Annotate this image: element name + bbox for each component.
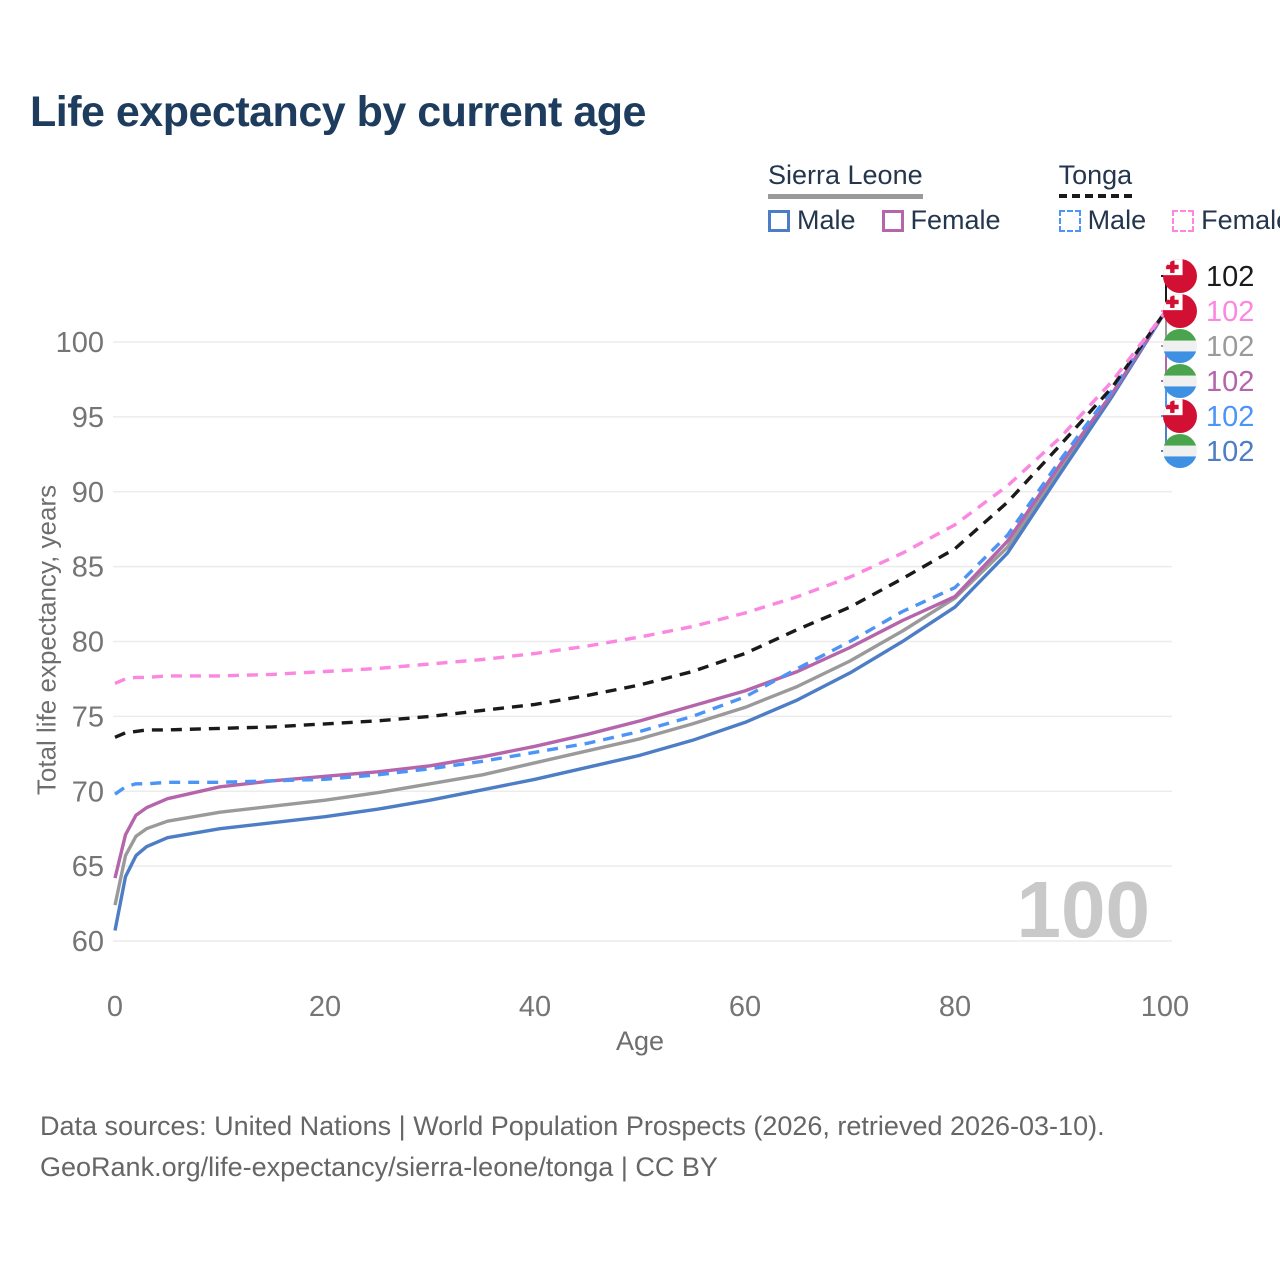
y-tick-label: 80 [72,627,104,659]
legend-label-tonga-female: Female [1201,205,1280,235]
footer-data-sources: Data sources: United Nations | World Pop… [40,1111,1105,1141]
sierra-leone-female-swatch-icon [881,209,904,232]
legend-label-sierra-leone-female: Female [910,205,1001,235]
x-tick-label: 40 [519,991,551,1023]
legend-label-sierra-leone-male: Male [797,205,856,235]
footer: Data sources: United Nations | World Pop… [40,1106,1105,1188]
end-label-value: 102 [1206,366,1254,398]
flag-icon-tonga [1163,259,1197,293]
legend-label-tonga-male: Male [1087,205,1147,235]
end-label-value: 102 [1206,331,1254,363]
flag-icon-sierra-leone [1163,329,1197,363]
x-tick-label: 0 [107,991,123,1023]
series-line-tonga-female[interactable] [114,311,1167,685]
page-title: Life expectancy by current age [30,88,646,136]
x-tick-label: 60 [729,991,761,1023]
y-tick-label: 65 [72,851,104,883]
y-axis-title: Total life expectancy, years [31,484,62,796]
flag-icon-tonga [1163,399,1197,433]
age-counter-watermark: 100 [1016,865,1150,954]
y-tick-label: 60 [72,926,104,958]
legend-item-tonga-male[interactable]: Male [1058,205,1147,236]
y-tick-label: 85 [72,552,104,584]
footer-attribution: GeoRank.org/life-expectancy/sierra-leone… [40,1152,718,1182]
series-line-sierra-leone-male[interactable] [113,311,1167,931]
x-tick-label: 80 [939,991,971,1023]
legend: Sierra Leone Male Female Tonga M [768,160,1280,236]
legend-group-sierra-leone: Sierra Leone Male Female [768,160,1001,236]
legend-item-tonga-female[interactable]: Female [1172,205,1280,236]
tonga-male-swatch-icon [1058,209,1081,232]
y-tick-label: 75 [72,701,104,733]
y-tick-label: 70 [72,776,104,808]
legend-country-sierra-leone[interactable]: Sierra Leone [768,160,923,199]
sierra-leone-male-swatch-icon [768,209,790,232]
end-label-value: 102 [1206,296,1254,328]
legend-group-tonga: Tonga Male Female [1058,160,1280,236]
end-label-value: 102 [1206,261,1254,293]
y-tick-label: 100 [56,327,104,359]
series-line-sierra-leone-total[interactable] [113,311,1167,906]
end-label-value: 102 [1206,401,1254,433]
flag-icon-tonga [1163,294,1197,328]
x-tick-label: 20 [309,991,341,1023]
x-axis-title: Age [615,1026,665,1056]
y-tick-label: 95 [72,402,104,434]
legend-country-tonga[interactable]: Tonga [1058,160,1133,198]
y-tick-label: 90 [72,477,104,509]
flag-icon-sierra-leone [1163,434,1197,468]
series-line-sierra-leone-female[interactable] [113,311,1167,879]
tonga-female-swatch-icon [1172,209,1195,232]
flag-icon-sierra-leone [1163,364,1197,398]
x-tick-label: 100 [1141,991,1189,1023]
legend-item-sierra-leone-female[interactable]: Female [881,205,1001,236]
end-label-value: 102 [1206,436,1254,468]
legend-item-sierra-leone-male[interactable]: Male [768,205,856,236]
